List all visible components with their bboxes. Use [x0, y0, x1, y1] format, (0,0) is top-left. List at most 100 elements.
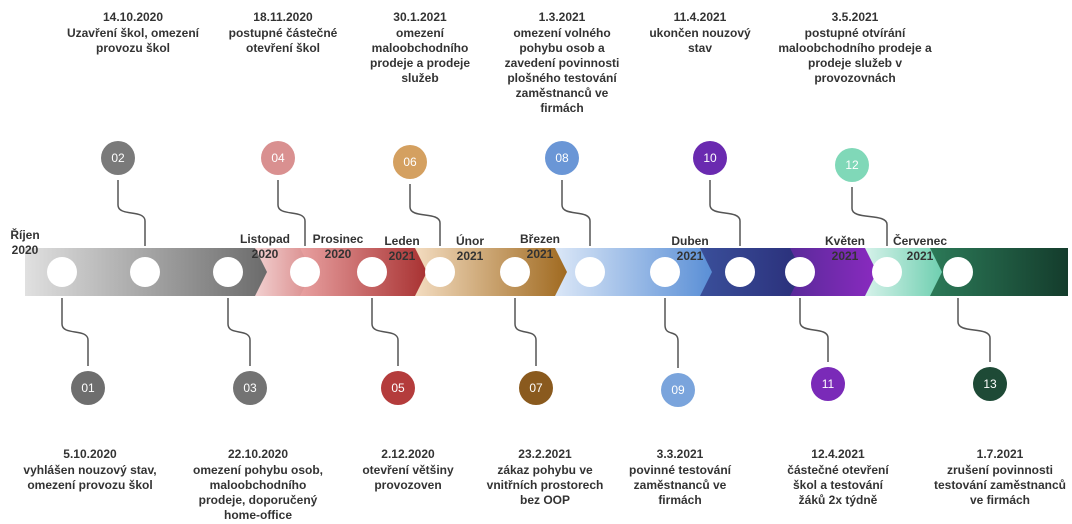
band-dot: [357, 257, 387, 287]
event-text: služeb: [401, 71, 438, 85]
event-number: 05: [391, 381, 405, 395]
month-year: 2021: [457, 249, 484, 263]
event-number: 10: [703, 151, 717, 165]
event-text: provozoven: [374, 478, 441, 492]
event-text: zrušení povinnosti: [947, 463, 1053, 477]
event-text: testování zaměstnanců: [934, 478, 1066, 492]
event-text: firmách: [540, 101, 583, 115]
band-dot: [650, 257, 680, 287]
band-dot: [130, 257, 160, 287]
band-dot: [725, 257, 755, 287]
connector: [957, 298, 991, 362]
connector: [851, 187, 888, 246]
month-name: Leden: [384, 234, 419, 248]
event-circle: [973, 367, 1007, 401]
month-name: Červenec: [893, 233, 947, 248]
month-name: Květen: [825, 234, 865, 248]
event-date: 2.12.2020: [381, 447, 435, 461]
event-text: home-office: [224, 508, 292, 522]
event-text: prodeje a prodeje: [370, 56, 470, 70]
event-text: zavedení povinnosti: [505, 56, 620, 70]
event-text: postupné otvírání: [805, 26, 906, 40]
band-dot: [575, 257, 605, 287]
event-circle: [661, 373, 695, 407]
connector: [409, 184, 441, 246]
band-dot: [943, 257, 973, 287]
event-text: maloobchodního: [372, 41, 469, 55]
event-number: 06: [403, 155, 417, 169]
connector: [227, 298, 251, 366]
event-number: 07: [529, 381, 543, 395]
event-date: 3.3.2021: [657, 447, 704, 461]
event-text: omezení pohybu osob,: [193, 463, 323, 477]
month-year: 2021: [389, 249, 416, 263]
month-year: 2020: [325, 247, 352, 261]
event-text: povinné testování: [629, 463, 732, 477]
month-name: Duben: [671, 234, 708, 248]
event-text: vnitřních prostorech: [487, 478, 604, 492]
event-text: omezení volného: [513, 26, 610, 40]
event-text: plošného testování: [507, 71, 617, 85]
event-text: bez OOP: [520, 493, 570, 507]
event-number: 09: [671, 383, 685, 397]
event-text: omezení: [396, 26, 445, 40]
event-circle: [519, 371, 553, 405]
event-circle: [393, 145, 427, 179]
connector: [514, 298, 537, 366]
event-date: 12.4.2021: [811, 447, 865, 461]
event-circle: [101, 141, 135, 175]
event-text: omezení provozu škol: [27, 478, 152, 492]
event-date: 5.10.2020: [63, 447, 117, 461]
event-number: 08: [555, 151, 569, 165]
event-text: maloobchodního: [210, 478, 307, 492]
event-circle: [381, 371, 415, 405]
event-number: 02: [111, 151, 125, 165]
event-number: 03: [243, 381, 257, 395]
month-year: 2021: [907, 249, 934, 263]
connector: [371, 298, 399, 366]
band-segment: [415, 248, 567, 296]
connector: [709, 180, 741, 246]
event-number: 13: [983, 377, 997, 391]
event-text: prodeje služeb v: [808, 56, 902, 70]
month-name: Březen: [520, 232, 560, 246]
event-circle: [693, 141, 727, 175]
band-dot: [872, 257, 902, 287]
month-name: Únor: [456, 233, 484, 248]
connector: [117, 180, 146, 246]
event-date: 14.10.2020: [103, 10, 163, 24]
month-year: 2021: [832, 249, 859, 263]
event-number: 12: [845, 158, 859, 172]
month-year: 2021: [527, 247, 554, 261]
event-text: zaměstnanců ve: [634, 478, 727, 492]
event-text: částečné otevření: [787, 463, 889, 477]
event-circle: [233, 371, 267, 405]
event-text: ukončen nouzový: [649, 26, 751, 40]
event-text: otevření většiny: [362, 463, 454, 477]
event-text: vyhlášen nouzový stav,: [23, 463, 156, 477]
event-date: 3.5.2021: [832, 10, 879, 24]
event-text: Uzavření škol, omezení: [67, 26, 200, 40]
event-text: maloobchodního prodeje a: [778, 41, 932, 55]
event-text: provozovnách: [814, 71, 895, 85]
event-date: 11.4.2021: [674, 10, 727, 24]
band-dot: [290, 257, 320, 287]
event-text: žáků 2x týdně: [799, 493, 878, 507]
event-number: 11: [822, 377, 835, 391]
event-date: 18.11.2020: [253, 10, 313, 24]
month-name: Listopad: [240, 232, 290, 246]
event-text: postupné částečné: [229, 26, 338, 40]
connector: [561, 180, 591, 246]
month-name: Říjen: [10, 227, 39, 242]
event-circle: [811, 367, 845, 401]
event-circle: [261, 141, 295, 175]
band-dot: [500, 257, 530, 287]
event-date: 1.3.2021: [539, 10, 586, 24]
event-date: 22.10.2020: [228, 447, 288, 461]
band-segment: [790, 248, 877, 296]
connector: [664, 298, 679, 368]
event-text: zákaz pohybu ve: [497, 463, 593, 477]
event-date: 1.7.2021: [977, 447, 1024, 461]
connector: [277, 180, 306, 246]
